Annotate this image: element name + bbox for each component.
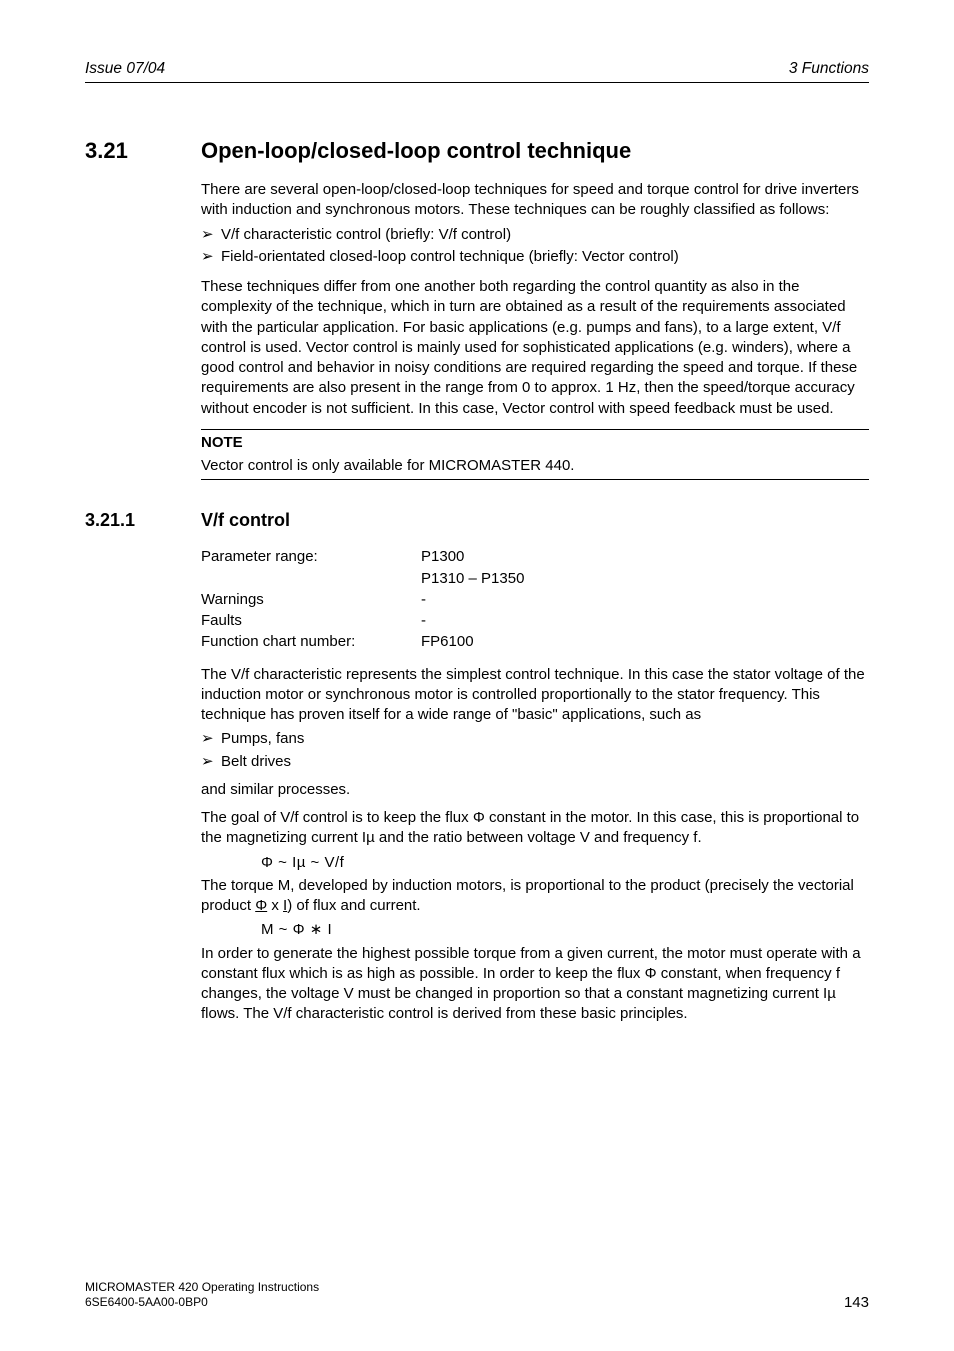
- text-fragment: ) of flux and current.: [287, 897, 420, 914]
- footer-left: MICROMASTER 420 Operating Instructions 6…: [85, 1280, 319, 1311]
- footer-line: 6SE6400-5AA00-0BP0: [85, 1295, 319, 1311]
- note-label: NOTE: [201, 430, 869, 456]
- bullet-icon: ➢: [201, 752, 221, 772]
- intro-paragraph: There are several open-loop/closed-loop …: [201, 180, 869, 221]
- subsection-heading: 3.21.1 V/f control: [85, 510, 869, 531]
- footer-line: MICROMASTER 420 Operating Instructions: [85, 1280, 319, 1296]
- text-fragment: x: [267, 897, 283, 914]
- body-paragraph: These techniques differ from one another…: [201, 277, 869, 419]
- page-number: 143: [844, 1294, 869, 1311]
- bullet-item: ➢ Belt drives: [201, 752, 869, 772]
- header-right: 3 Functions: [789, 60, 869, 78]
- bullet-icon: ➢: [201, 225, 221, 245]
- subsection-title: V/f control: [201, 510, 290, 531]
- body-paragraph: The V/f characteristic represents the si…: [201, 665, 869, 726]
- table-row: Parameter range: P1300: [201, 547, 869, 567]
- param-value: P1310 – P1350: [421, 569, 524, 589]
- page-footer: MICROMASTER 420 Operating Instructions 6…: [85, 1280, 869, 1311]
- equation: Φ ~ Iµ ~ V/f: [261, 853, 869, 873]
- subsection-body: Parameter range: P1300 P1310 – P1350 War…: [201, 547, 869, 1024]
- subsection-number: 3.21.1: [85, 510, 201, 531]
- param-value: -: [421, 590, 426, 610]
- bullet-text: Pumps, fans: [221, 729, 304, 749]
- bullet-item: ➢ Field-orientated closed-loop control t…: [201, 247, 869, 267]
- equation: M ~ Φ ∗ I: [261, 920, 869, 940]
- table-row: Warnings -: [201, 590, 869, 610]
- note-box: NOTE Vector control is only available fo…: [201, 429, 869, 481]
- param-value: -: [421, 611, 426, 631]
- table-row: Function chart number: FP6100: [201, 632, 869, 652]
- bullet-icon: ➢: [201, 247, 221, 267]
- bullet-icon: ➢: [201, 729, 221, 749]
- bullet-item: ➢ Pumps, fans: [201, 729, 869, 749]
- table-row: P1310 – P1350: [201, 569, 869, 589]
- param-label: Faults: [201, 611, 421, 631]
- param-label: Warnings: [201, 590, 421, 610]
- section-heading: 3.21 Open-loop/closed-loop control techn…: [85, 138, 869, 164]
- param-label: Function chart number:: [201, 632, 421, 652]
- underline-symbol: Φ: [255, 897, 267, 914]
- section-body: There are several open-loop/closed-loop …: [201, 180, 869, 480]
- body-paragraph: The goal of V/f control is to keep the f…: [201, 808, 869, 849]
- bullet-text: V/f characteristic control (briefly: V/f…: [221, 225, 511, 245]
- body-paragraph: In order to generate the highest possibl…: [201, 944, 869, 1025]
- parameter-table: Parameter range: P1300 P1310 – P1350 War…: [201, 547, 869, 652]
- header-left: Issue 07/04: [85, 60, 165, 78]
- param-value: FP6100: [421, 632, 474, 652]
- param-label: [201, 569, 421, 589]
- body-paragraph: The torque M, developed by induction mot…: [201, 876, 869, 917]
- bullet-text: Belt drives: [221, 752, 291, 772]
- param-value: P1300: [421, 547, 464, 567]
- bullet-item: ➢ V/f characteristic control (briefly: V…: [201, 225, 869, 245]
- bullet-text: Field-orientated closed-loop control tec…: [221, 247, 679, 267]
- param-label: Parameter range:: [201, 547, 421, 567]
- section-number: 3.21: [85, 138, 201, 164]
- note-text: Vector control is only available for MIC…: [201, 456, 869, 479]
- section-title: Open-loop/closed-loop control technique: [201, 138, 631, 164]
- page-header: Issue 07/04 3 Functions: [85, 60, 869, 83]
- divider: [201, 479, 869, 480]
- body-paragraph: and similar processes.: [201, 780, 869, 800]
- table-row: Faults -: [201, 611, 869, 631]
